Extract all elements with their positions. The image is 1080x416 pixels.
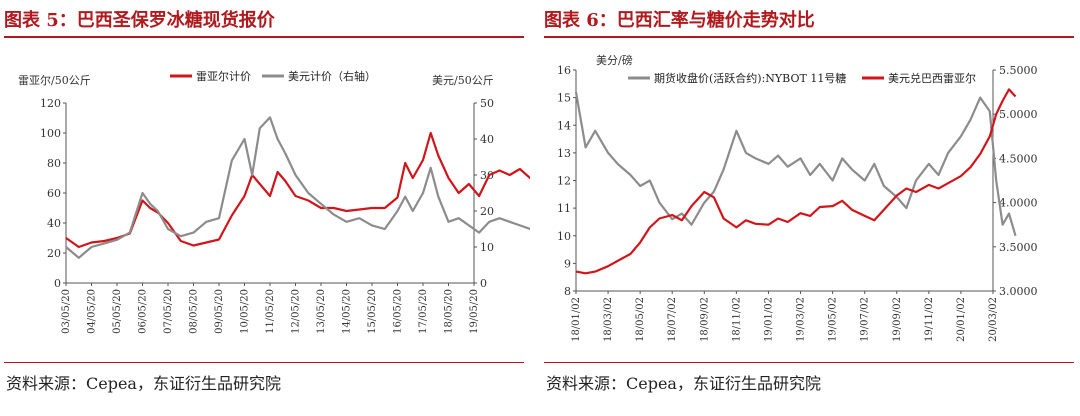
series-line-1: [574, 91, 1017, 237]
y-tick-label-left: 14: [557, 119, 571, 132]
y-tick-label-right: 0: [480, 277, 487, 290]
y-tick-label-right: 30: [480, 169, 494, 182]
y-tick-label-left: 13: [557, 147, 571, 160]
y-tick-label-left: 60: [47, 187, 61, 200]
title-divider: [544, 36, 1074, 38]
series-line-2: [575, 88, 1017, 275]
x-tick-label: 19/05/20: [469, 289, 480, 334]
x-tick-label: 19/05/02: [828, 297, 839, 342]
title-divider: [4, 36, 524, 38]
y-tick-label-left: 8: [564, 285, 571, 298]
y-tick-label-right: 20: [480, 205, 494, 218]
x-tick-label: 17/05/20: [418, 289, 429, 334]
x-tick-label: 18/01/02: [571, 297, 582, 342]
x-tick-label: 19/11/02: [924, 297, 935, 342]
source-divider: [4, 362, 524, 363]
x-tick-label: 19/01/02: [763, 297, 774, 342]
y-tick-label-right: 5.0000: [999, 108, 1038, 121]
y-tick-label-left: 10: [557, 230, 571, 243]
sugar-price-chart: 0 20 40 60 80 100 120 0 10 20 30 40 50 03/05/20 04/05/…: [18, 69, 530, 334]
legend-label-1: 雷亚尔计价: [196, 70, 251, 83]
x-tick-label: 20/03/02: [988, 297, 999, 342]
x-tick-label: 04/05/20: [87, 289, 98, 334]
y-tick-label-right: 50: [480, 97, 494, 110]
legend-label-2: 美元兑巴西雷亚尔: [888, 71, 976, 85]
source-note: 资料来源：Cepea，东证衍生品研究院: [546, 374, 821, 393]
x-tick-label: 18/03/02: [603, 297, 614, 342]
x-tick-label: 18/05/20: [444, 289, 455, 334]
y-axis-label-left: 美分/磅: [596, 53, 633, 67]
y-tick-label-right: 3.0000: [999, 285, 1038, 298]
y-tick-label-right: 40: [480, 133, 494, 146]
x-tick-label: 19/07/02: [860, 297, 871, 342]
x-tick-label: 18/11/02: [731, 297, 742, 342]
y-tick-label-left: 20: [47, 247, 61, 260]
x-tick-label: 15/05/20: [367, 289, 378, 334]
y-axis-label-left: 雷亚尔/50公斤: [18, 74, 91, 87]
y-tick-label-left: 15: [557, 92, 571, 105]
x-tick-label: 16/05/20: [393, 289, 404, 334]
fx-sugar-chart: 8 9 10 11 12 13 14 15 16 3.0000 3.5000 4.0000 4.5000…: [557, 53, 1038, 342]
legend-label-2: 美元计价（右轴）: [288, 69, 376, 83]
y-tick-label-left: 120: [40, 97, 61, 110]
series-line-2: [65, 116, 530, 259]
series-line-1: [65, 131, 530, 249]
y-tick-label-left: 11: [557, 202, 571, 215]
y-tick-label-left: 40: [47, 217, 61, 230]
y-tick-label-right: 4.5000: [999, 152, 1038, 165]
y-tick-label-left: 0: [54, 277, 61, 290]
figure-title: 图表 6：巴西汇率与糖价走势对比: [544, 10, 815, 31]
chart-panel-left: 图表 5：巴西圣保罗冰糖现货报价 0 20 40 60 80 100 120 0 10 20 30 4…: [0, 0, 530, 416]
y-axis-label-right: 美元/50公斤: [432, 74, 494, 87]
x-tick-label: 08/05/20: [189, 289, 200, 334]
x-tick-label: 07/05/20: [163, 289, 174, 334]
x-tick-label: 19/09/02: [892, 297, 903, 342]
y-tick-label-right: 5.5000: [999, 64, 1038, 77]
figure-title: 图表 5：巴西圣保罗冰糖现货报价: [4, 10, 275, 31]
y-tick-label-left: 9: [564, 257, 571, 270]
y-tick-label-left: 100: [40, 127, 61, 140]
y-tick-label-right: 10: [480, 241, 494, 254]
x-tick-label: 18/09/02: [699, 297, 710, 342]
x-tick-label: 05/05/20: [112, 289, 123, 334]
x-tick-label: 18/07/02: [667, 297, 678, 342]
x-tick-label: 20/01/02: [956, 297, 967, 342]
y-tick-label-right: 4.0000: [999, 197, 1038, 210]
legend-label-1: 期货收盘价(活跃合约):NYBOT 11号糖: [654, 71, 846, 85]
y-tick-label-left: 80: [47, 157, 61, 170]
x-tick-label: 12/05/20: [291, 289, 302, 334]
y-tick-label-left: 16: [557, 64, 571, 77]
x-tick-label: 10/05/20: [240, 289, 251, 334]
x-tick-label: 09/05/20: [214, 289, 225, 334]
x-tick-label: 03/05/20: [61, 289, 72, 334]
x-tick-label: 13/05/20: [316, 289, 327, 334]
chart-panel-right: 图表 6：巴西汇率与糖价走势对比 8 9 10 11 12 13 14 15 16 3.0000 3…: [540, 0, 1080, 416]
x-tick-label: 11/05/20: [265, 289, 276, 334]
y-tick-label-right: 3.5000: [999, 241, 1038, 254]
source-note: 资料来源：Cepea，东证衍生品研究院: [6, 374, 281, 393]
x-tick-label: 14/05/20: [342, 289, 353, 334]
x-tick-label: 18/05/02: [635, 297, 646, 342]
y-tick-label-left: 12: [557, 175, 571, 188]
source-divider: [544, 362, 1074, 363]
x-tick-label: 19/03/02: [796, 297, 807, 342]
x-tick-label: 06/05/20: [138, 289, 149, 334]
